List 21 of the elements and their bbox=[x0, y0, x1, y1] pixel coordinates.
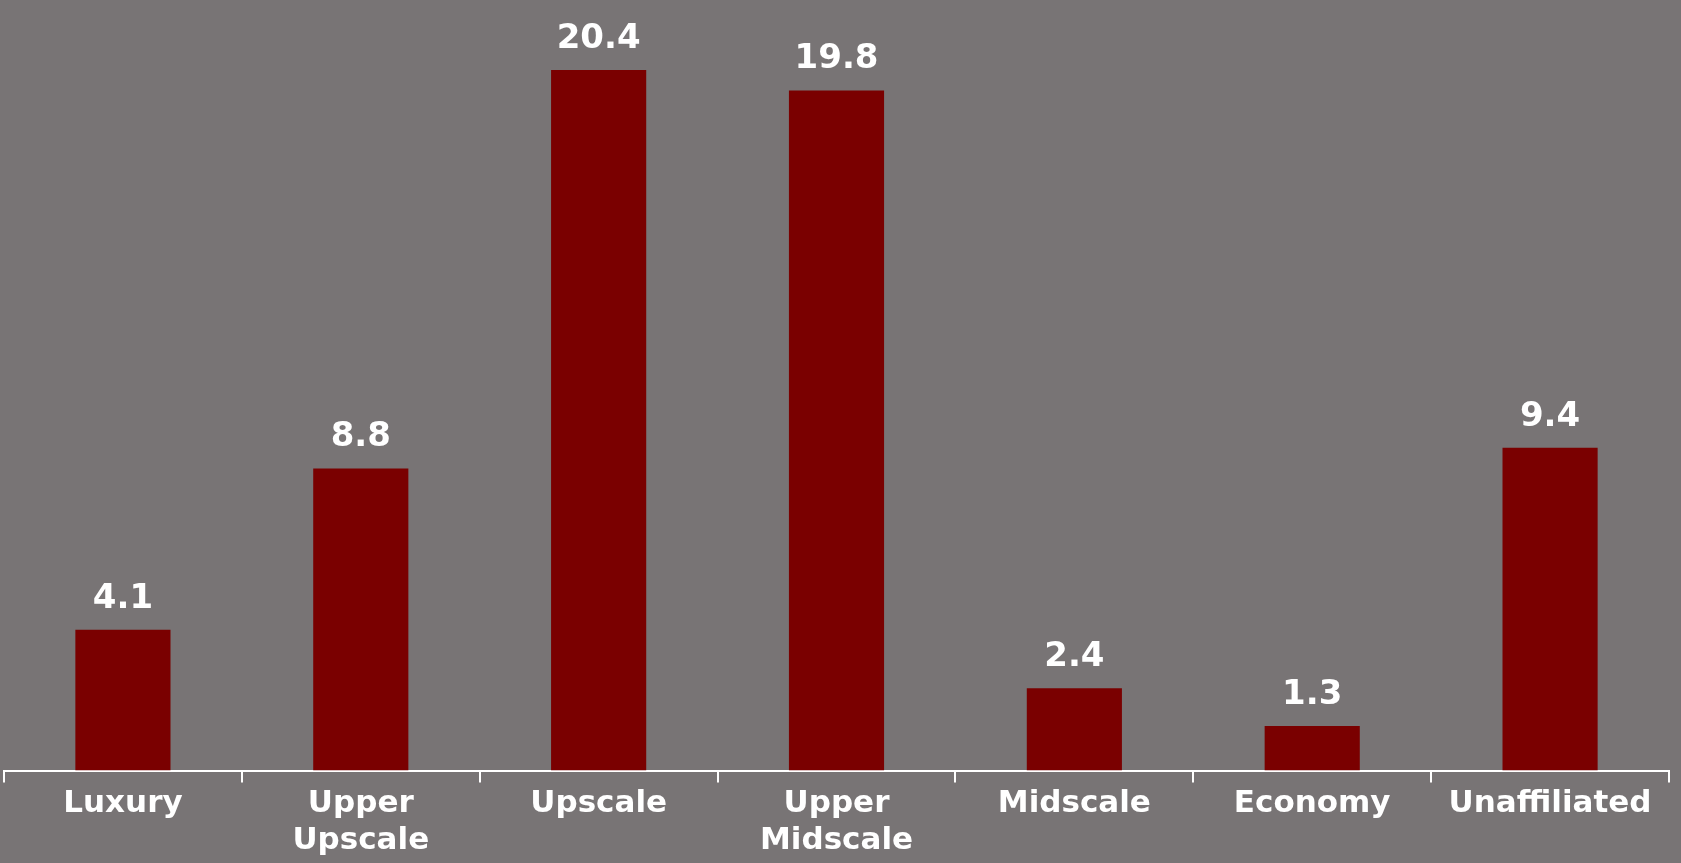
x-tick-label: Economy bbox=[1233, 783, 1391, 820]
data-label: 19.8 bbox=[794, 36, 879, 77]
data-label: 20.4 bbox=[556, 15, 641, 56]
data-label: 4.1 bbox=[92, 575, 154, 616]
bar bbox=[1026, 688, 1122, 771]
x-tick-label: Unaffiliated bbox=[1448, 783, 1652, 820]
x-tick-label: Upper Upscale bbox=[292, 783, 430, 857]
x-tick-label: Upper Midscale bbox=[759, 783, 914, 857]
bar bbox=[1502, 447, 1598, 771]
x-tick-label: Luxury bbox=[63, 783, 183, 820]
x-tick-label: Midscale bbox=[997, 783, 1151, 820]
bar bbox=[75, 629, 171, 771]
data-label: 2.4 bbox=[1044, 634, 1105, 674]
x-tick-label: Upscale bbox=[530, 783, 668, 820]
bar bbox=[1264, 725, 1360, 771]
bar bbox=[788, 90, 885, 771]
bar bbox=[313, 468, 409, 771]
bar bbox=[551, 70, 647, 771]
data-label: 1.3 bbox=[1282, 671, 1343, 712]
data-label: 9.4 bbox=[1519, 393, 1581, 434]
data-label: 8.8 bbox=[330, 414, 391, 455]
